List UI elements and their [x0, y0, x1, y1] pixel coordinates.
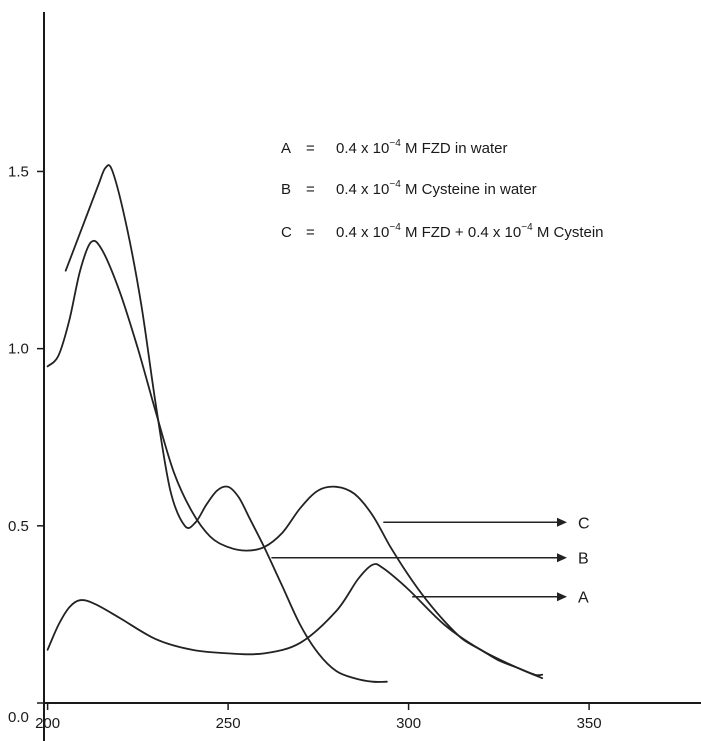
curve-a [46, 563, 544, 680]
legend-text-part: M FZD + 0.4 x 10 [401, 224, 521, 241]
x-tick-label: 350 [577, 715, 602, 732]
legend-key: B [281, 181, 291, 198]
curve-b [46, 239, 544, 677]
ticks: 200 250 300 350 0.0 0.5 1.0 1.5 [8, 163, 602, 732]
legend-text-part: M Cysteine in water [401, 181, 537, 198]
legend-text-part: 0.4 x 10 [336, 181, 389, 198]
legend-description: 0.4 x 10−4 M Cysteine in water [336, 179, 537, 198]
spectrum-curves [46, 164, 544, 683]
legend-description: 0.4 x 10−4 M FZD in water [336, 138, 507, 157]
x-tick-label: 250 [216, 715, 241, 732]
legend-key: A [281, 140, 291, 157]
legend-key: C [281, 224, 292, 241]
curve-label-c: C [578, 515, 590, 532]
curve-pointers: C B A [271, 515, 590, 607]
legend-description: 0.4 x 10−4 M FZD + 0.4 x 10−4 M Cystein [336, 222, 604, 241]
curve-label-b: B [578, 551, 589, 568]
legend-equals: = [306, 224, 315, 241]
x-tick-label: 300 [396, 715, 421, 732]
legend-text-part: M FZD in water [401, 140, 508, 157]
legend-equals: = [306, 140, 315, 157]
x-tick-label: 200 [35, 715, 60, 732]
curve-c [64, 164, 388, 683]
legend-exponent: −4 [389, 179, 401, 190]
legend-equals: = [306, 181, 315, 198]
arrowhead-b [557, 553, 567, 563]
arrowhead-a [557, 592, 567, 602]
legend-text-part: 0.4 x 10 [336, 224, 389, 241]
legend-text-part: M Cystein [533, 224, 604, 241]
y-tick-label: 1.5 [8, 163, 29, 180]
legend-text-part: 0.4 x 10 [336, 140, 389, 157]
y-tick-label: 1.0 [8, 341, 29, 358]
axes [43, 12, 701, 741]
legend-exponent: −4 [521, 222, 533, 233]
legend-exponent: −4 [389, 138, 401, 149]
y-tick-label: 0.5 [8, 518, 29, 535]
arrowhead-c [557, 517, 567, 527]
curve-label-a: A [578, 590, 589, 607]
legend-exponent: −4 [389, 222, 401, 233]
y-tick-label: 0.0 [8, 709, 29, 726]
